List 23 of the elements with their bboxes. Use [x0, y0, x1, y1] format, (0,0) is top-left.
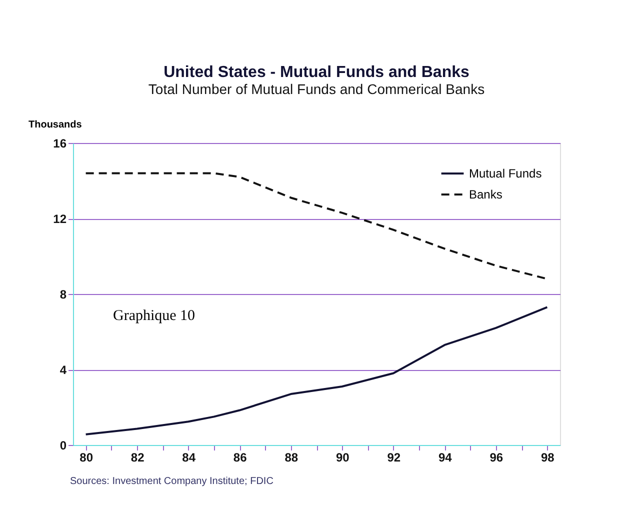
- y-tick-label: 4: [60, 363, 67, 377]
- x-tick-label: 90: [336, 450, 350, 464]
- x-tick-label: 98: [541, 450, 555, 464]
- y-tick-label: 16: [53, 136, 67, 150]
- annotation: Graphique 10: [113, 308, 196, 324]
- x-tick-label: 94: [438, 450, 452, 464]
- x-tick-label: 84: [182, 450, 196, 464]
- line-series: [84, 306, 548, 436]
- y-tick-label: 0: [60, 438, 67, 452]
- x-tick-label: 80: [80, 450, 94, 464]
- source-note: Sources: Investment Company Institute; FDIC: [70, 476, 274, 487]
- x-tick-label: 88: [284, 450, 298, 464]
- x-tick-label: 86: [233, 450, 248, 464]
- y-axis-title: Thousands: [28, 120, 82, 130]
- legend-label: Banks: [469, 188, 502, 202]
- x-tick-label: 82: [130, 450, 145, 464]
- y-tick-label: 12: [53, 212, 67, 226]
- x-tick-label: 92: [387, 450, 401, 464]
- x-tick-label: 96: [490, 450, 504, 464]
- y-tick-label: 8: [60, 288, 67, 302]
- chart-subtitle: Total Number of Mutual Funds and Commerical Banks: [148, 81, 485, 97]
- chart-title: United States - Mutual Funds and Banks: [164, 64, 470, 81]
- legend-label: Mutual Funds: [469, 166, 542, 180]
